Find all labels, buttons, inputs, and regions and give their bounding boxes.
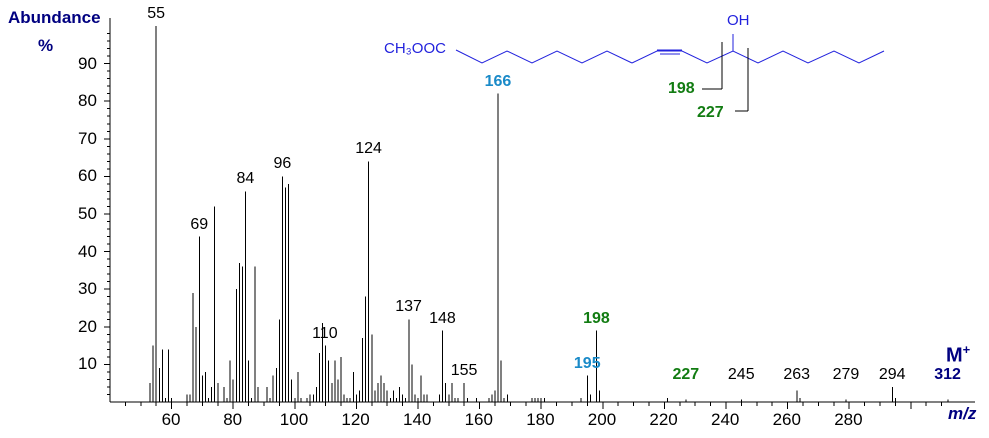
peak-label-155: 155 — [450, 362, 478, 380]
x-tick-label-100: 100 — [279, 410, 309, 429]
molecular-ion-symbol: M — [946, 344, 963, 367]
y-tick-label-20: 20 — [78, 316, 97, 336]
x-tick-label-180: 180 — [526, 410, 555, 429]
x-tick-label-140: 140 — [403, 410, 432, 429]
x-tick-label-160: 160 — [464, 410, 493, 429]
peak-label-312: 312 — [934, 365, 961, 383]
x-tick-label-220: 220 — [649, 410, 678, 429]
x-tick-label-280: 280 — [834, 410, 863, 429]
y-tick-label-90: 90 — [78, 53, 97, 73]
fragment-label-227: 227 — [697, 104, 724, 121]
y-tick-label-80: 80 — [78, 91, 97, 111]
structure-chain-right — [631, 50, 885, 64]
peak-label-227: 227 — [672, 365, 700, 383]
y-tick-label-30: 30 — [78, 279, 97, 299]
y-tick-label-60: 60 — [78, 166, 97, 186]
molecular-ion-charge: + — [962, 342, 971, 357]
peak-label-96: 96 — [273, 155, 292, 173]
peak-label-148: 148 — [429, 309, 456, 327]
y-axis-unit: % — [38, 36, 54, 55]
peak-label-195: 195 — [573, 354, 601, 372]
x-tick-label-60: 60 — [161, 410, 181, 429]
fragment-label-198: 198 — [668, 80, 695, 97]
x-tick-label-80: 80 — [223, 410, 243, 429]
peak-label-69: 69 — [190, 215, 209, 233]
peak-label-245: 245 — [727, 365, 755, 383]
peak-label-55: 55 — [147, 5, 165, 22]
x-tick-label-120: 120 — [341, 410, 370, 429]
y-tick-label-50: 50 — [78, 204, 97, 223]
peak-label-294: 294 — [878, 365, 906, 383]
peak-label-124: 124 — [355, 140, 382, 158]
structure-chain-left — [455, 49, 633, 64]
y-tick-label-70: 70 — [78, 128, 97, 148]
x-tick-label-240: 240 — [711, 410, 740, 429]
peak-label-137: 137 — [395, 298, 422, 316]
y-tick-label-40: 40 — [78, 241, 97, 261]
x-axis-title: m/z — [948, 404, 977, 423]
peak-label-110: 110 — [312, 324, 338, 342]
peak-label-263: 263 — [783, 365, 811, 383]
peak-label-84: 84 — [236, 170, 255, 188]
peak-label-198: 198 — [583, 309, 610, 327]
peak-label-166: 166 — [484, 72, 512, 90]
x-tick-label-260: 260 — [772, 410, 801, 429]
y-axis-title: Abundance — [8, 8, 101, 27]
structure-ester-group: CH₃OOC — [384, 40, 446, 57]
y-tick-label-10: 10 — [78, 354, 97, 374]
molecular-ion-label: M+ — [946, 342, 970, 368]
structure-hydroxyl: OH — [727, 12, 750, 29]
peak-label-279: 279 — [832, 365, 860, 383]
x-tick-label-200: 200 — [587, 410, 617, 429]
